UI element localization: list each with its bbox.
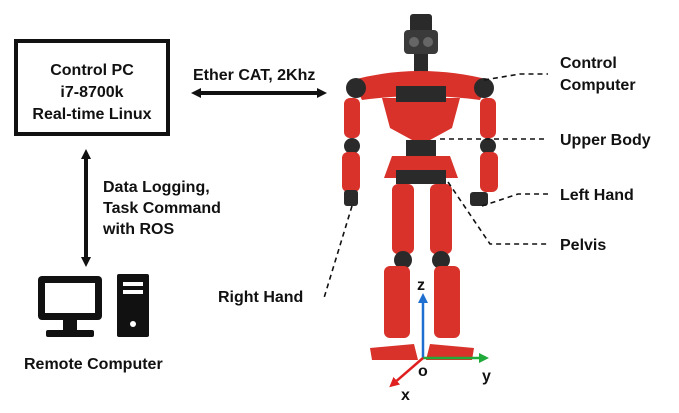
label-pelvis: Pelvis: [560, 237, 606, 254]
y-axis-label: y: [482, 368, 491, 385]
remote-computer-label: Remote Computer: [24, 356, 163, 373]
label-control-computer-line2: Computer: [560, 77, 636, 94]
ros-label-line2: Task Command: [103, 200, 221, 217]
label-left-hand: Left Hand: [560, 187, 634, 204]
x-axis-label: x: [401, 387, 410, 404]
leader-pelvis: [447, 181, 548, 245]
origin-label: o: [418, 363, 428, 380]
leader-control-computer: [483, 73, 548, 81]
z-axis-label: z: [417, 277, 425, 294]
humanoid-robot-image: [342, 14, 498, 360]
label-right-hand: Right Hand: [218, 289, 303, 306]
control-pc-box: Control PC i7-8700k Real-time Linux: [14, 39, 170, 136]
callout-leaders: [323, 73, 548, 299]
x-axis-arrow: [389, 357, 424, 388]
ros-label-line1: Data Logging,: [103, 179, 210, 196]
coordinate-frame: z y x o: [389, 277, 491, 404]
label-control-computer-line1: Control: [560, 55, 617, 72]
leader-left-hand: [481, 193, 548, 207]
ros-label-line3: with ROS: [102, 221, 174, 238]
leader-right-hand: [323, 205, 353, 299]
label-upper-body: Upper Body: [560, 132, 651, 149]
ethercat-label: Ether CAT, 2Khz: [193, 67, 315, 84]
remote-computer-icon: [38, 274, 149, 337]
control-pc-os: Real-time Linux: [32, 106, 151, 123]
control-pc-title: Control PC: [50, 62, 134, 79]
control-pc-cpu: i7-8700k: [60, 84, 123, 101]
